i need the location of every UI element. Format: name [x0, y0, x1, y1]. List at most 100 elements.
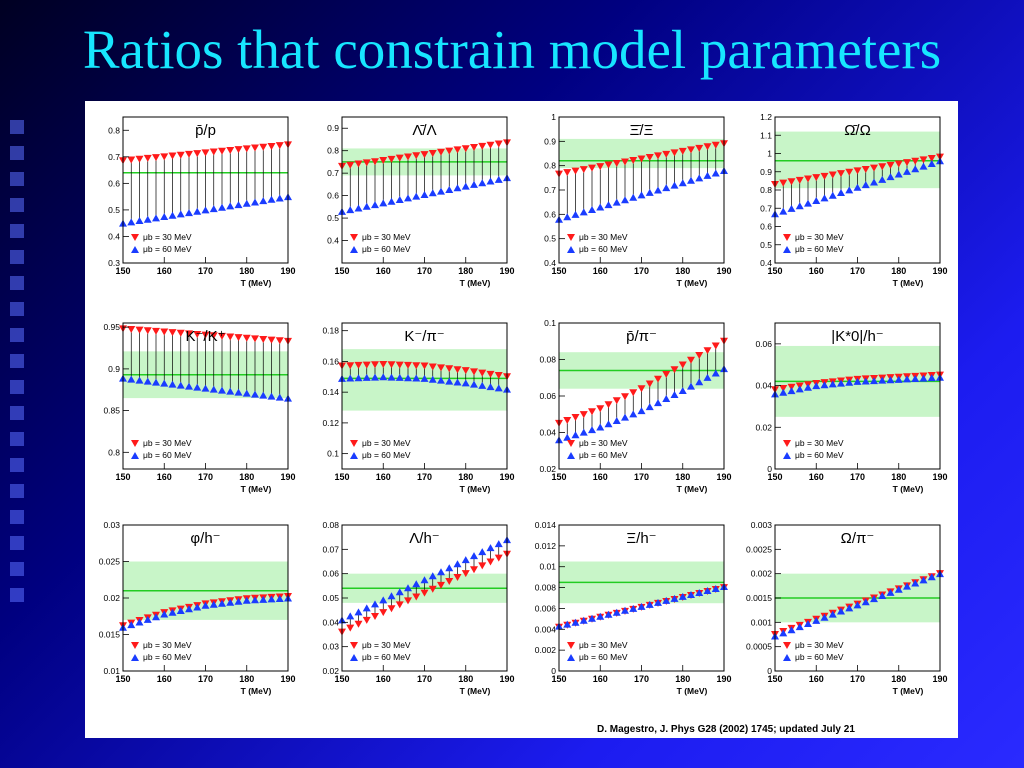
point-mu60: [678, 592, 687, 600]
legend-marker-mu30: [567, 234, 575, 241]
x-tick-label: 170: [198, 472, 213, 482]
point-mu60: [919, 162, 928, 170]
point-mu60: [779, 207, 788, 215]
legend-marker-mu60: [350, 246, 358, 253]
point-mu30: [662, 370, 671, 378]
point-mu60: [160, 379, 169, 387]
x-tick-label: 170: [198, 674, 213, 684]
point-mu30: [201, 331, 210, 339]
point-mu60: [662, 395, 671, 403]
point-mu60: [226, 202, 235, 210]
slide-title: Ratios that constrain model parameters: [82, 19, 942, 80]
point-mu30: [470, 144, 478, 152]
y-tick-label: 0.6: [327, 191, 339, 201]
point-mu30: [453, 146, 462, 154]
x-tick-label: 190: [499, 472, 514, 482]
point-mu30: [837, 170, 845, 178]
point-mu60: [629, 604, 638, 612]
point-mu60: [820, 194, 829, 202]
legend-marker-mu30: [783, 642, 791, 649]
point-mu60: [903, 167, 911, 175]
y-tick-label: 0.6: [760, 222, 772, 232]
point-mu60: [596, 612, 605, 620]
y-tick-label: 0.03: [103, 520, 120, 530]
chart-grid: 0.3 0.4 0.5 0.6 0.7 0.8 150 160 170 180 190 T (MeV)…: [99, 112, 948, 696]
point-mu60: [612, 198, 621, 206]
x-tick-label: 150: [551, 472, 566, 482]
point-mu30: [226, 333, 235, 341]
point-mu60: [886, 588, 895, 596]
point-mu30: [354, 620, 363, 628]
point-mu60: [362, 202, 371, 210]
point-mu60: [711, 369, 720, 377]
point-mu30: [234, 146, 243, 154]
y-tick-label: 0.8: [760, 185, 772, 195]
panel-title: Λ/h⁻: [409, 530, 439, 547]
point-mu60: [362, 604, 371, 612]
point-mu60: [779, 629, 788, 637]
point-mu30: [275, 337, 284, 345]
point-mu60: [478, 548, 487, 556]
point-mu60: [494, 540, 503, 548]
x-axis-label: T (MeV): [677, 686, 708, 696]
point-mu60: [563, 213, 572, 221]
point-mu60: [861, 377, 870, 385]
point-mu60: [445, 185, 454, 193]
point-mu60: [127, 375, 136, 383]
y-tick-label: 1: [767, 149, 772, 159]
point-mu60: [612, 416, 621, 424]
point-mu30: [828, 171, 837, 179]
panel-title: Ω̄/Ω: [844, 122, 871, 139]
chart-panel-6: 0.1 0.12 0.14 0.16 0.18 150 160 170 180 190 T (MeV…: [322, 322, 515, 494]
point-mu60: [695, 588, 704, 596]
x-tick-label: 190: [499, 674, 514, 684]
panel-title: Λ̄/Λ: [412, 122, 436, 139]
point-mu60: [828, 380, 837, 388]
y-tick-label: 0.8: [544, 161, 556, 171]
point-mu60: [621, 606, 629, 614]
point-mu60: [579, 208, 588, 216]
point-mu60: [193, 383, 202, 391]
x-tick-label: 190: [932, 266, 947, 276]
x-axis-label: T (MeV): [460, 484, 491, 494]
point-mu60: [437, 376, 445, 384]
legend-marker-mu60: [131, 654, 139, 661]
point-mu60: [853, 183, 862, 191]
x-tick-label: 190: [932, 674, 947, 684]
point-mu30: [621, 393, 629, 401]
point-mu30: [127, 156, 136, 164]
point-mu60: [621, 196, 629, 204]
point-mu60: [160, 610, 169, 618]
legend-label-mu60: μb = 60 MeV: [579, 244, 628, 254]
point-mu30: [711, 342, 720, 350]
point-mu60: [168, 211, 177, 219]
point-mu60: [234, 388, 243, 396]
y-tick-label: 0.025: [99, 557, 121, 567]
x-tick-label: 160: [809, 266, 824, 276]
point-mu60: [637, 602, 646, 610]
y-tick-label: 0.9: [760, 167, 772, 177]
point-mu60: [201, 206, 210, 214]
legend-label-mu30: μb = 30 MeV: [579, 640, 628, 650]
point-mu30: [168, 329, 177, 337]
y-tick-label: 0.4: [108, 231, 120, 241]
y-tick-label: 0.06: [755, 339, 772, 349]
y-tick-label: 0.9: [108, 364, 120, 374]
point-mu30: [404, 153, 412, 161]
y-tick-label: 0.01: [539, 562, 556, 572]
point-mu60: [478, 179, 487, 187]
point-mu60: [267, 392, 276, 400]
point-mu60: [494, 175, 503, 183]
point-mu30: [470, 368, 478, 376]
y-tick-label: 0.16: [322, 356, 339, 366]
legend-label-mu30: μb = 30 MeV: [795, 438, 844, 448]
x-tick-label: 190: [280, 266, 295, 276]
point-mu60: [870, 377, 878, 385]
point-mu60: [861, 598, 870, 606]
x-tick-label: 190: [280, 472, 295, 482]
point-mu30: [185, 150, 193, 158]
point-mu30: [711, 141, 720, 149]
x-axis-label: T (MeV): [241, 686, 272, 696]
point-mu30: [461, 570, 470, 578]
point-mu60: [395, 196, 404, 204]
